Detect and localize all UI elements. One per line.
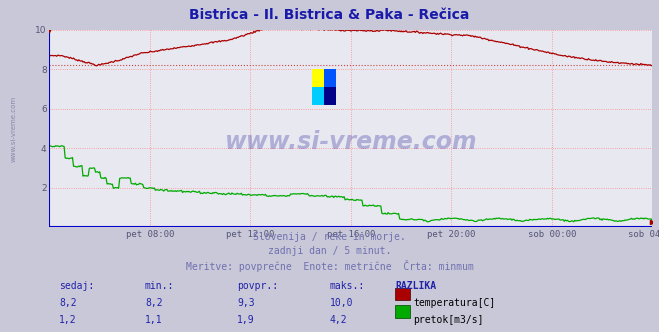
Text: 9,3: 9,3 [237, 298, 255, 308]
Text: www.si-vreme.com: www.si-vreme.com [225, 130, 477, 154]
Text: temperatura[C]: temperatura[C] [413, 298, 496, 308]
Text: pretok[m3/s]: pretok[m3/s] [413, 315, 484, 325]
Text: sedaj:: sedaj: [59, 281, 94, 290]
Bar [312, 69, 324, 87]
Text: min.:: min.: [145, 281, 175, 290]
Text: 1,9: 1,9 [237, 315, 255, 325]
Text: 8,2: 8,2 [59, 298, 77, 308]
Text: Meritve: povprečne  Enote: metrične  Črta: minmum: Meritve: povprečne Enote: metrične Črta:… [186, 260, 473, 272]
Text: maks.:: maks.: [330, 281, 364, 290]
Text: 4,2: 4,2 [330, 315, 347, 325]
Text: Bistrica - Il. Bistrica & Paka - Rečica: Bistrica - Il. Bistrica & Paka - Rečica [189, 8, 470, 22]
Text: 8,2: 8,2 [145, 298, 163, 308]
Bar [312, 87, 324, 105]
Text: RAZLIKA: RAZLIKA [395, 281, 436, 290]
Text: Slovenija / reke in morje.: Slovenija / reke in morje. [253, 232, 406, 242]
Text: povpr.:: povpr.: [237, 281, 278, 290]
Bar [324, 87, 336, 105]
Bar [324, 69, 336, 87]
Text: www.si-vreme.com: www.si-vreme.com [11, 96, 16, 162]
Text: 1,1: 1,1 [145, 315, 163, 325]
Text: 10,0: 10,0 [330, 298, 353, 308]
Text: 1,2: 1,2 [59, 315, 77, 325]
Text: zadnji dan / 5 minut.: zadnji dan / 5 minut. [268, 246, 391, 256]
